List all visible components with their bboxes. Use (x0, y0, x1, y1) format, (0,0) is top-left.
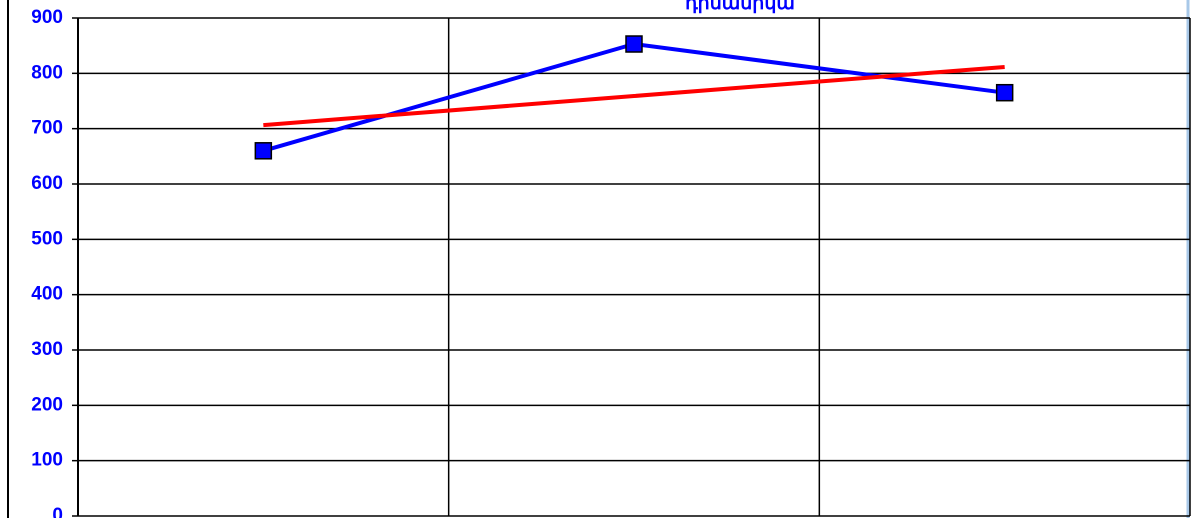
point-marker (995, 83, 1014, 102)
point-marker (254, 142, 273, 160)
point-marker (625, 35, 643, 53)
chart-title: դինամիկա (685, 0, 795, 14)
y-tick-label: 200 (31, 394, 63, 415)
y-tick-label: 400 (31, 284, 63, 305)
y-tick-label: 0 (52, 505, 63, 518)
y-tick-label: 700 (31, 118, 63, 139)
y-tick-label: 800 (31, 62, 63, 83)
y-tick-label: 600 (31, 173, 63, 194)
y-tick-label: 900 (31, 7, 63, 28)
y-tick-label: 100 (31, 450, 63, 471)
y-tick-label: 300 (31, 339, 63, 360)
series-line (263, 64, 1005, 128)
y-tick-label: 500 (31, 228, 63, 249)
